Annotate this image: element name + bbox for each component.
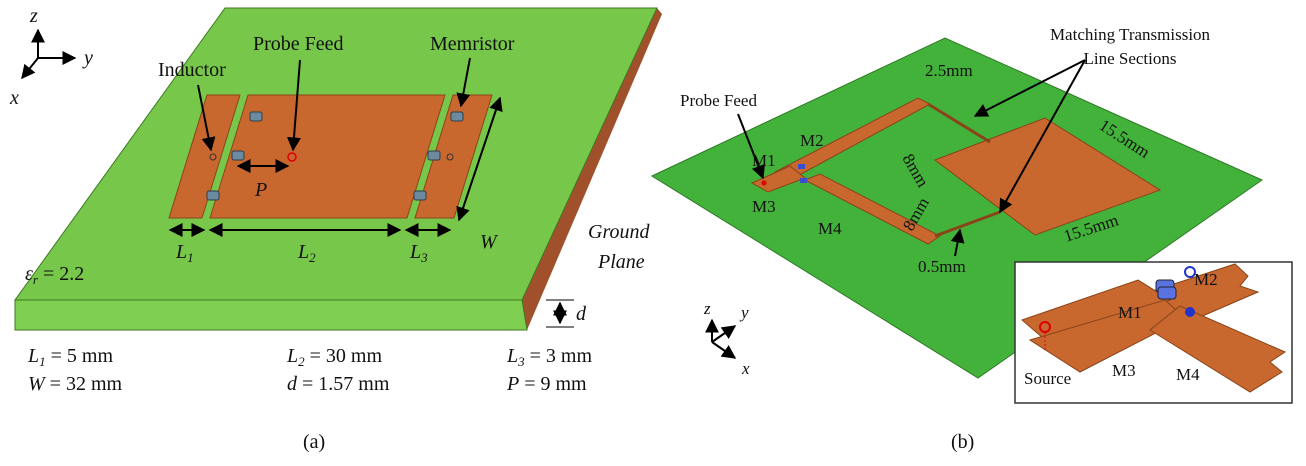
memristor [1158,287,1176,299]
axis-label: z [29,5,38,27]
parameter-part: = 3 mm [525,345,593,367]
label: Memristor [430,33,515,55]
axis-arrow [712,342,735,358]
panel-b: Probe Feed Matching Transmission Line Se… [652,25,1292,453]
label: M2 [1194,270,1218,289]
axis-label: y [739,303,749,322]
label: Source [1024,369,1071,388]
parameter: L3 = 3 mm [506,345,592,369]
parameter-part: = 32 mm [45,373,123,395]
axis-arrow [22,58,38,78]
parameter-part: = 5 mm [46,345,114,367]
parameter-part: P [506,373,519,395]
parameter: W = 32 mm [28,373,123,395]
board-front [15,300,527,330]
label: Plane [597,251,645,273]
figure: z y x Inductor Probe Feed Memristor W P … [0,0,1306,466]
via [1185,307,1195,317]
label: M4 [1176,365,1200,384]
label: Line Sections [1083,49,1176,68]
label: M4 [818,219,842,238]
memristor [800,178,807,183]
page: z y x Inductor Probe Feed Memristor W P … [0,0,1306,466]
memristor [798,164,805,169]
label: Probe Feed [253,33,344,55]
inset: M2 M1 M3 M4 Source [1015,262,1292,403]
label: M2 [800,131,824,150]
parameter-part: L [506,345,518,367]
probe [762,181,767,186]
parameter-part: = 9 mm [519,373,587,395]
label: Matching Transmission [1050,25,1211,44]
label: εr = 2.2 [25,263,84,287]
parameter-part: = 1.57 mm [297,373,390,395]
label: 2.5mm [925,61,973,80]
patch-main [210,95,445,218]
label: P [254,179,267,201]
parameter: L1 = 5 mm [27,345,113,369]
label: M3 [1112,361,1136,380]
caption: (a) [303,431,325,453]
axis-label: y [82,47,93,69]
label: M3 [752,197,776,216]
label: 0.5mm [918,257,966,276]
axis-label: x [9,87,19,109]
label: W [480,231,499,253]
parameter: P = 9 mm [506,373,587,395]
label: Probe Feed [680,91,757,110]
parameter-part: L [286,345,298,367]
axis-arrow [712,326,735,342]
parameter: d = 1.57 mm [287,373,390,395]
label: Inductor [158,59,226,81]
parameter: L2 = 30 mm [286,345,382,369]
caption: (b) [951,431,974,453]
axis-label: z [703,299,711,318]
label: Ground [588,221,650,243]
axis-label: x [741,359,750,378]
parameter-part: L [27,345,39,367]
parameters: L1 = 5 mm L2 = 30 mm L3 = 3 mm W = 32 mm d =… [27,345,592,395]
panel-a: z y x Inductor Probe Feed Memristor W P … [9,5,662,453]
parameter-part: = 30 mm [305,345,383,367]
label: M1 [1118,303,1142,322]
label: M1 [752,151,776,170]
label: d [576,303,587,325]
